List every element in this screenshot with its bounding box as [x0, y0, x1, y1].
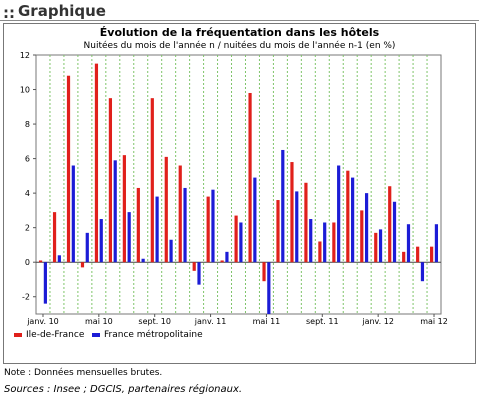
x-tick-label: sept. 11 — [306, 317, 339, 326]
bar-france-metropolitaine — [239, 222, 243, 263]
bar-france-metropolitaine — [71, 165, 75, 263]
legend-swatch-france-metropolitaine — [92, 332, 100, 337]
bar-ile-de-france — [192, 262, 196, 271]
bar-france-metropolitaine — [141, 258, 145, 263]
bar-france-metropolitaine — [113, 160, 117, 263]
bar-france-metropolitaine — [253, 177, 257, 263]
bar-ile-de-france — [402, 251, 406, 263]
plot-area — [35, 54, 442, 315]
bar-france-metropolitaine — [309, 219, 313, 263]
x-tick-label: janv. 12 — [361, 317, 394, 326]
legend-label-france-metropolitaine: France métropolitaine — [104, 330, 203, 340]
bar-france-metropolitaine — [225, 251, 229, 263]
bar-france-metropolitaine — [183, 187, 187, 263]
bar-ile-de-france — [150, 98, 154, 263]
bar-ile-de-france — [66, 75, 71, 263]
bar-ile-de-france — [430, 246, 434, 263]
section-header: :: Graphique — [0, 0, 479, 22]
bar-ile-de-france — [80, 262, 85, 268]
bar-ile-de-france — [290, 162, 294, 263]
bar-ile-de-france — [388, 186, 392, 263]
bar-france-metropolitaine — [351, 177, 355, 263]
y-tick-label: 4 — [25, 189, 30, 198]
bar-ile-de-france — [136, 187, 140, 263]
bar-france-metropolitaine — [406, 224, 411, 263]
bar-france-metropolitaine — [127, 212, 131, 263]
section-rule — [0, 20, 479, 21]
y-tick-label: 2 — [25, 224, 30, 233]
x-tick-label: janv. 10 — [26, 317, 59, 326]
bar-france-metropolitaine — [364, 193, 369, 263]
bar-ile-de-france — [332, 222, 336, 263]
bar-ile-de-france — [178, 165, 182, 263]
x-tick-label: mai 12 — [420, 317, 448, 326]
bar-ile-de-france — [360, 210, 364, 263]
bar-ile-de-france — [122, 155, 126, 263]
chart-title: Évolution de la fréquentation dans les h… — [99, 26, 380, 39]
y-tick-label: 10 — [20, 86, 30, 95]
bar-ile-de-france — [276, 200, 280, 263]
bar-ile-de-france — [374, 232, 378, 263]
legend-item-ile-de-france: Ile-de-France — [14, 330, 84, 340]
bar-france-metropolitaine — [420, 262, 425, 282]
bar-ile-de-france — [346, 170, 350, 263]
bar-ile-de-france — [220, 260, 224, 263]
bar-ile-de-france — [164, 156, 168, 263]
bar-france-metropolitaine — [99, 219, 103, 263]
bar-france-metropolitaine — [295, 191, 299, 263]
bar-ile-de-france — [94, 63, 99, 263]
bar-ile-de-france — [206, 196, 210, 263]
bar-france-metropolitaine — [169, 239, 173, 263]
x-tick-label: mai 10 — [85, 317, 113, 326]
bar-france-metropolitaine — [434, 224, 439, 263]
legend-label-ile-de-france: Ile-de-France — [26, 330, 85, 340]
chart-frame — [3, 23, 476, 364]
section-prefix: :: — [3, 4, 15, 22]
chart-source: Sources : Insee ; DGCIS, partenaires rég… — [4, 384, 243, 395]
x-tick-label: mai 11 — [253, 317, 281, 326]
bar-ile-de-france — [304, 182, 308, 263]
bar-ile-de-france — [108, 98, 113, 263]
bar-ile-de-france — [52, 212, 57, 263]
bar-france-metropolitaine — [378, 229, 383, 263]
bar-ile-de-france — [262, 262, 266, 282]
bar-france-metropolitaine — [392, 201, 397, 263]
y-tick-label: -2 — [22, 293, 30, 302]
bar-france-metropolitaine — [267, 262, 271, 314]
bar-france-metropolitaine — [211, 189, 215, 263]
legend-item-france-metropolitaine: France métropolitaine — [92, 330, 203, 340]
bar-france-metropolitaine — [281, 149, 285, 263]
bar-ile-de-france — [38, 260, 43, 263]
chart-subtitle: Nuitées du mois de l'année n / nuitées d… — [83, 41, 396, 51]
bar-ile-de-france — [234, 215, 238, 263]
y-tick-label: 0 — [25, 258, 30, 267]
bar-ile-de-france — [416, 246, 420, 263]
bar-ile-de-france — [248, 92, 252, 263]
legend-swatch-ile-de-france — [14, 332, 22, 337]
bar-france-metropolitaine — [43, 262, 47, 304]
bar-france-metropolitaine — [337, 165, 341, 263]
y-tick-label: 6 — [25, 155, 30, 164]
bar-france-metropolitaine — [57, 255, 61, 263]
y-tick-label: 12 — [20, 51, 30, 60]
chart-note: Note : Données mensuelles brutes. — [4, 368, 163, 378]
x-tick-label: sept. 10 — [138, 317, 171, 326]
x-tick-label: janv. 11 — [194, 317, 227, 326]
bar-ile-de-france — [318, 241, 322, 263]
bar-france-metropolitaine — [85, 232, 89, 263]
y-tick-label: 8 — [25, 120, 30, 129]
bar-france-metropolitaine — [197, 262, 201, 285]
bar-france-metropolitaine — [323, 222, 327, 263]
bar-france-metropolitaine — [155, 196, 159, 263]
section-title: Graphique — [18, 2, 106, 20]
